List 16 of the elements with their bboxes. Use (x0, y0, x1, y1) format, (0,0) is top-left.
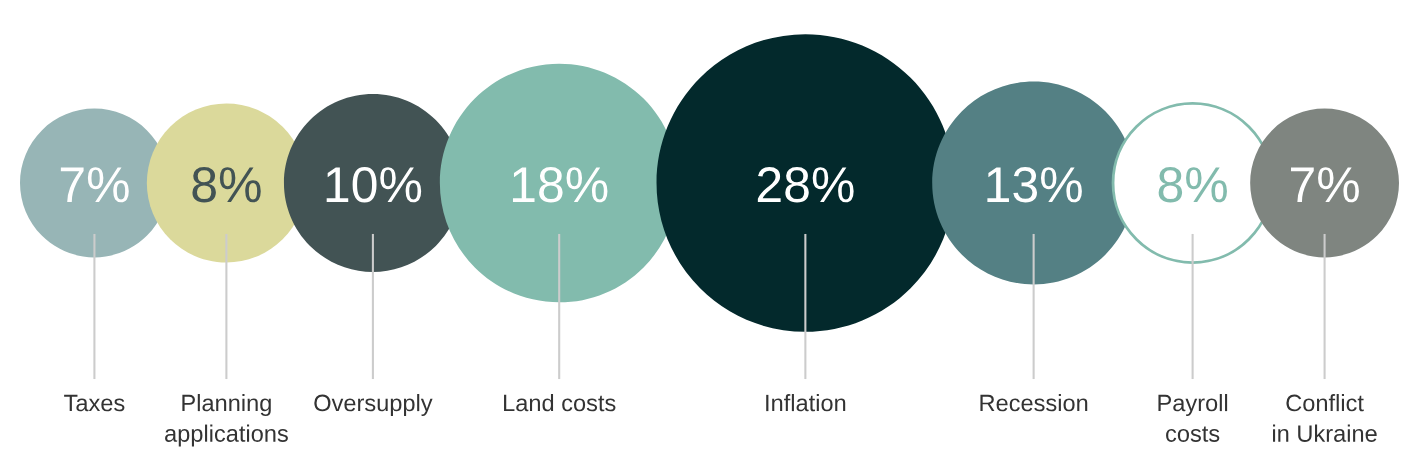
category-label: Conflict in Ukraine (1273, 394, 1377, 442)
category-label: Taxes (64, 394, 125, 412)
data-label: 10% (326, 167, 422, 203)
data-label: 28% (757, 167, 854, 203)
category-label: Inflation (766, 394, 846, 412)
data-label: 18% (512, 167, 608, 203)
category-label: Land costs (504, 394, 616, 412)
category-label: Payroll costs (1158, 394, 1228, 442)
data-label: 7% (1291, 167, 1359, 203)
category-label: Recession (980, 394, 1088, 412)
data-label: 7% (60, 167, 129, 203)
data-label: 8% (1158, 167, 1227, 203)
category-label: Oversupply (314, 394, 433, 417)
category-label: Planning applications (165, 394, 288, 447)
data-label: 13% (987, 167, 1082, 203)
data-label: 8% (192, 167, 261, 203)
